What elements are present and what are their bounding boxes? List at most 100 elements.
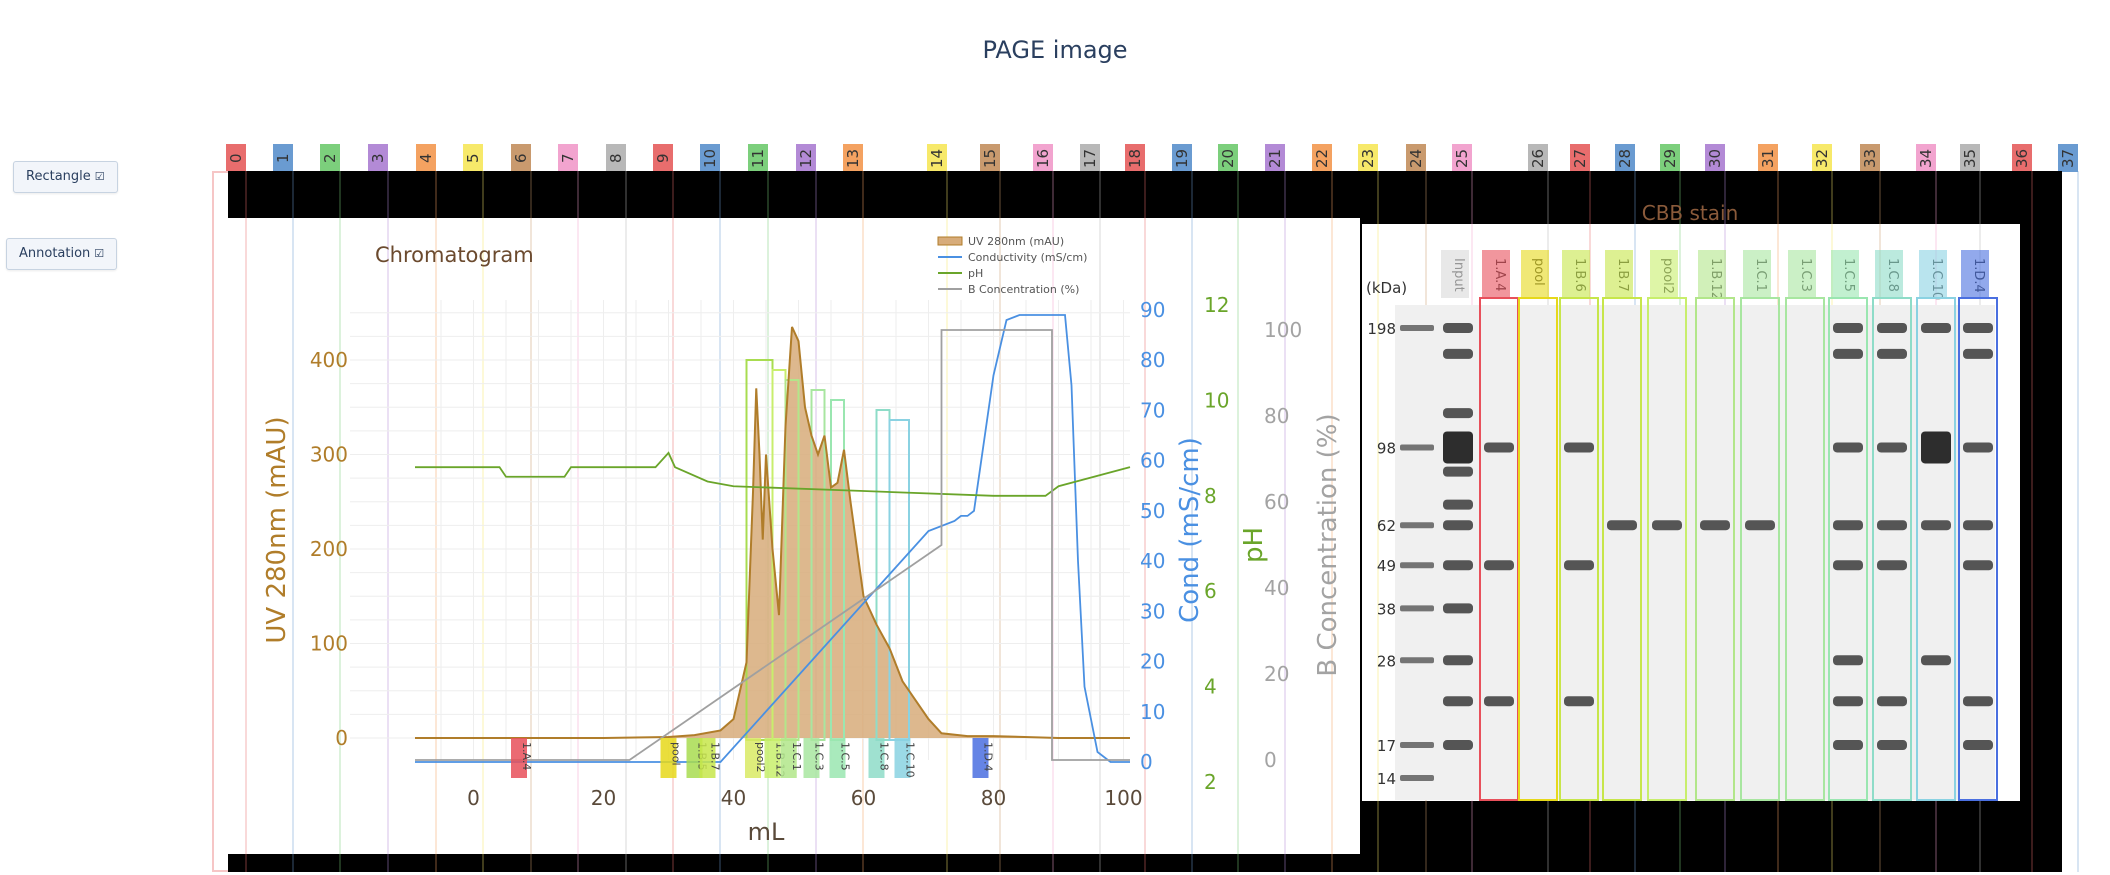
annotation-toggle-button[interactable]: Annotation ☑ xyxy=(6,238,118,270)
gel-band xyxy=(1443,348,1473,359)
b-tick-label: 80 xyxy=(1264,404,1289,428)
chart-legend: UV 280nm (mAU) Conductivity (mS/cm) pH B Co… xyxy=(937,235,1087,296)
b-tick-label: 100 xyxy=(1264,318,1302,342)
gel-lane-box[interactable] xyxy=(1518,297,1558,801)
fraction-marker[interactable] xyxy=(686,738,703,778)
gel-band xyxy=(1484,442,1514,453)
gel-band xyxy=(1833,323,1863,333)
series-b-line xyxy=(415,329,1130,761)
legend-entry: pH xyxy=(968,267,983,280)
cond-tick-label: 10 xyxy=(1140,700,1165,724)
gel-lane-box[interactable] xyxy=(1647,297,1687,801)
fraction-marker[interactable] xyxy=(764,738,781,778)
b-axis-label: B Concentration (%) xyxy=(1313,413,1343,676)
marker-label: 198 xyxy=(1367,320,1396,338)
x-axis-label: mL xyxy=(748,818,785,846)
b-tick-label: 0 xyxy=(1264,748,1277,772)
gel-band xyxy=(1833,442,1863,453)
gel-band xyxy=(1443,520,1473,531)
gel-lane-tag xyxy=(1788,250,1816,298)
uv-tick-label: 300 xyxy=(310,443,348,467)
gel-band xyxy=(1877,520,1907,531)
gel-band xyxy=(1443,655,1473,666)
cond-tick-label: 70 xyxy=(1140,398,1165,422)
gel-band xyxy=(1963,740,1993,751)
fraction-marker[interactable] xyxy=(780,738,797,778)
marker-label: 98 xyxy=(1377,439,1396,457)
gel-lane-tag xyxy=(1521,250,1549,298)
fraction-marker[interactable] xyxy=(868,738,885,778)
b-tick-label: 60 xyxy=(1264,490,1289,514)
fraction-marker[interactable] xyxy=(803,738,820,778)
checkbox-icon: ☑ xyxy=(94,247,105,260)
gel-lane-tag xyxy=(1698,250,1726,298)
gel-band xyxy=(1833,740,1863,751)
gel-lane-box[interactable] xyxy=(1559,297,1599,801)
gel-title: CBB stain xyxy=(1642,201,1739,225)
gel-lane-box[interactable] xyxy=(1740,297,1780,801)
fraction-marker[interactable] xyxy=(894,738,911,778)
uv-tick-label: 100 xyxy=(310,632,348,656)
gel-band xyxy=(1564,560,1594,571)
gel-band xyxy=(1607,520,1637,531)
gel-band xyxy=(1443,466,1473,477)
ph-axis-label: pH xyxy=(1239,527,1269,563)
gel-band xyxy=(1921,323,1951,333)
gel-band xyxy=(1877,442,1907,453)
gel-lane-tag xyxy=(1650,250,1678,298)
cond-tick-label: 30 xyxy=(1140,599,1165,623)
gel-lane-box[interactable] xyxy=(1828,297,1868,801)
fraction-marker-label: 1.C.5 xyxy=(839,742,852,771)
gel-lane-tag xyxy=(1919,250,1947,298)
marker-label: 62 xyxy=(1377,517,1396,535)
gel-lane-box[interactable] xyxy=(1695,297,1735,801)
fraction-marker[interactable] xyxy=(829,738,846,778)
fraction-marker[interactable] xyxy=(699,738,716,778)
marker-label: 14 xyxy=(1377,770,1396,788)
gel-band xyxy=(1484,560,1514,571)
gel-lane-box[interactable] xyxy=(1958,297,1998,801)
gel-band xyxy=(1745,520,1775,531)
ladder-band xyxy=(1400,742,1434,749)
gel-band xyxy=(1443,499,1473,510)
rectangle-toggle-button[interactable]: Rectangle ☑ xyxy=(13,161,118,193)
gel-band xyxy=(1833,520,1863,531)
gel-lane-box[interactable] xyxy=(1872,297,1912,801)
gel-band xyxy=(1443,431,1473,464)
fraction-marker[interactable] xyxy=(972,738,989,778)
x-tick-label: 20 xyxy=(591,786,616,810)
gel-band xyxy=(1877,348,1907,359)
gel-lane-tag xyxy=(1875,250,1903,298)
annotation-label: Annotation xyxy=(19,246,91,261)
fraction-marker[interactable] xyxy=(660,738,677,778)
fraction-marker-label: 1.A.4 xyxy=(520,742,533,770)
cond-tick-label: 50 xyxy=(1140,499,1165,523)
gel-lane-box[interactable] xyxy=(1602,297,1642,801)
x-tick-label: 60 xyxy=(851,786,876,810)
gel-band xyxy=(1443,740,1473,751)
ph-tick-label: 8 xyxy=(1204,484,1217,508)
gel-band xyxy=(1833,655,1863,666)
gel-lane-box[interactable] xyxy=(1785,297,1825,801)
gel-lane-tag xyxy=(1441,250,1469,298)
ladder-band xyxy=(1400,444,1434,451)
gel-lane-tag xyxy=(1482,250,1510,298)
gel-band xyxy=(1564,442,1594,453)
series-ph-line xyxy=(415,451,1131,497)
gel-band xyxy=(1877,696,1907,707)
b-tick-label: 40 xyxy=(1264,576,1289,600)
fraction-marker-label: 1.C.8 xyxy=(878,742,891,771)
gel-band xyxy=(1963,520,1993,531)
gel-band xyxy=(1833,696,1863,707)
cond-axis-label: Cond (mS/cm) xyxy=(1175,437,1205,623)
gel-lane-tag xyxy=(1743,250,1771,298)
chart-title: Chromatogram xyxy=(375,243,534,267)
fraction-marker[interactable] xyxy=(745,738,761,778)
chromatogram: Chromatogram1.A.4pool1.B.51.B.7pool21.B.… xyxy=(262,235,1343,846)
gel-band xyxy=(1443,603,1473,614)
ph-tick-label: 10 xyxy=(1204,388,1229,412)
gel-lane-box[interactable] xyxy=(1916,297,1956,801)
cond-tick-label: 40 xyxy=(1140,549,1165,573)
fraction-marker[interactable] xyxy=(511,738,527,778)
